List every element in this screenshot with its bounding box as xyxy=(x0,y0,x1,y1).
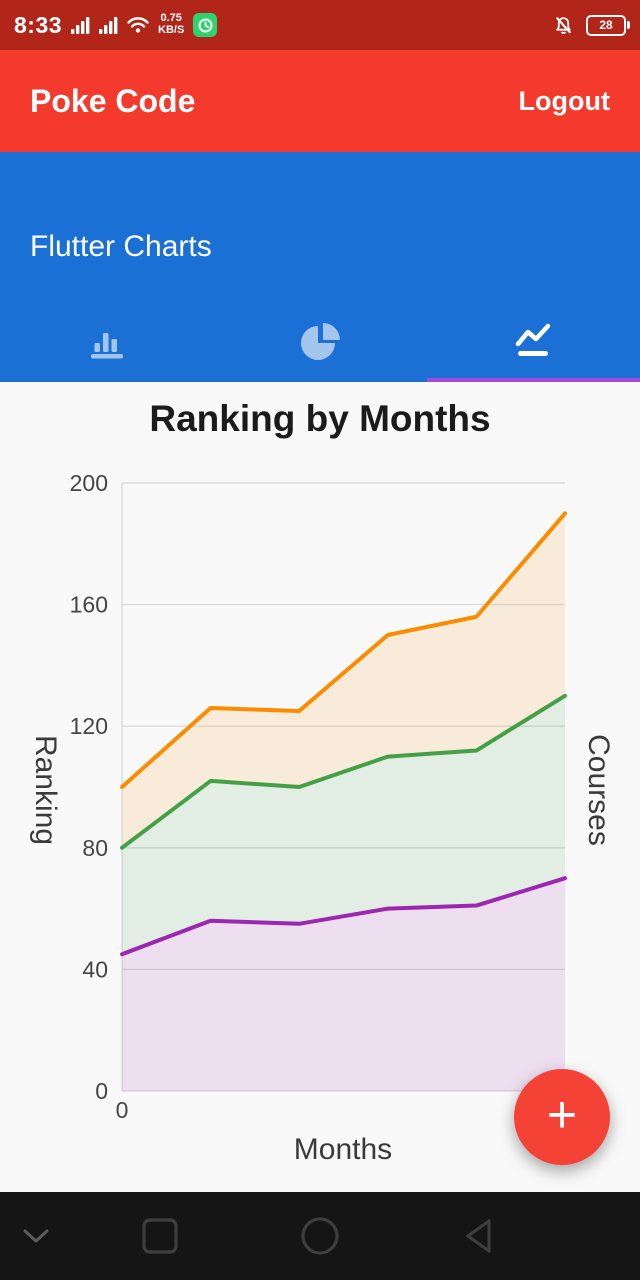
chevron-down-icon xyxy=(23,1229,49,1243)
status-bar: 8:33 0.75 KB/S xyxy=(0,0,640,50)
status-time: 8:33 xyxy=(14,11,63,38)
status-bar-right: 28 xyxy=(553,14,630,36)
back-triangle-icon xyxy=(466,1219,491,1253)
y-tick-label: 200 xyxy=(70,470,108,496)
area-bottom-series xyxy=(122,878,565,1091)
status-bar-left: 8:33 0.75 KB/S xyxy=(14,11,218,39)
y-tick-label: 120 xyxy=(70,713,108,739)
bar-chart-icon xyxy=(90,333,123,359)
area-middle-series xyxy=(122,695,565,955)
battery-level: 28 xyxy=(599,18,613,32)
notifications-muted-icon xyxy=(555,16,572,34)
series-line-bottom xyxy=(120,876,567,957)
series-line-middle xyxy=(120,693,567,850)
y-tick-label: 40 xyxy=(82,956,108,982)
nav-hide-button[interactable] xyxy=(21,1227,51,1245)
app-title: Poke Code xyxy=(30,82,196,119)
ranking-area-chart: 0 40 80 120 160 200 0 xyxy=(70,470,567,1123)
green-app-icon xyxy=(193,13,218,37)
network-speed-label: 0.75 KB/S xyxy=(158,13,184,36)
nav-back-button[interactable] xyxy=(460,1216,500,1256)
y-tick-label: 160 xyxy=(70,592,108,618)
network-speed-unit: KB/S xyxy=(158,24,185,36)
tab-bar xyxy=(0,306,640,378)
wifi-icon xyxy=(127,17,149,33)
app-bar: Poke Code Logout xyxy=(0,50,640,152)
y-tick-label: 0 xyxy=(95,1078,108,1104)
square-icon xyxy=(142,1218,178,1254)
cellular-signal-icon xyxy=(71,16,90,34)
y-axis-label-right: Courses xyxy=(582,734,615,846)
x-axis-label: Months xyxy=(293,1133,393,1166)
nav-home-button[interactable] xyxy=(298,1214,342,1258)
y-axis-label: Ranking xyxy=(29,734,62,846)
line-chart-icon xyxy=(516,323,551,356)
circle-icon xyxy=(301,1217,339,1255)
main-content: Ranking by Months 0 40 80 120 160 200 0 Rankin… xyxy=(0,382,640,1192)
cellular-signal-icon-2 xyxy=(99,16,118,34)
pie-chart-icon xyxy=(300,323,340,360)
tab-pie-chart[interactable] xyxy=(213,306,426,378)
plus-icon: + xyxy=(546,1085,578,1144)
add-fab[interactable]: + xyxy=(514,1069,610,1165)
area-top-series xyxy=(122,513,565,848)
chart-header: Flutter Charts xyxy=(0,152,640,382)
chart-title: Ranking by Months xyxy=(149,398,491,439)
y-tick-label: 80 xyxy=(82,835,108,861)
network-speed-value: 0.75 xyxy=(160,12,182,25)
series-line-top xyxy=(120,511,567,789)
battery-indicator: 28 xyxy=(586,14,630,36)
tab-bar-chart[interactable] xyxy=(0,306,213,378)
tab-indicator xyxy=(426,378,640,382)
x-tick-label: 0 xyxy=(116,1097,129,1123)
nav-recents-button[interactable] xyxy=(140,1216,180,1256)
tab-line-chart[interactable] xyxy=(427,306,640,378)
header-title: Flutter Charts xyxy=(30,230,212,263)
logout-button[interactable]: Logout xyxy=(518,85,610,116)
nav-bar xyxy=(0,1192,640,1280)
